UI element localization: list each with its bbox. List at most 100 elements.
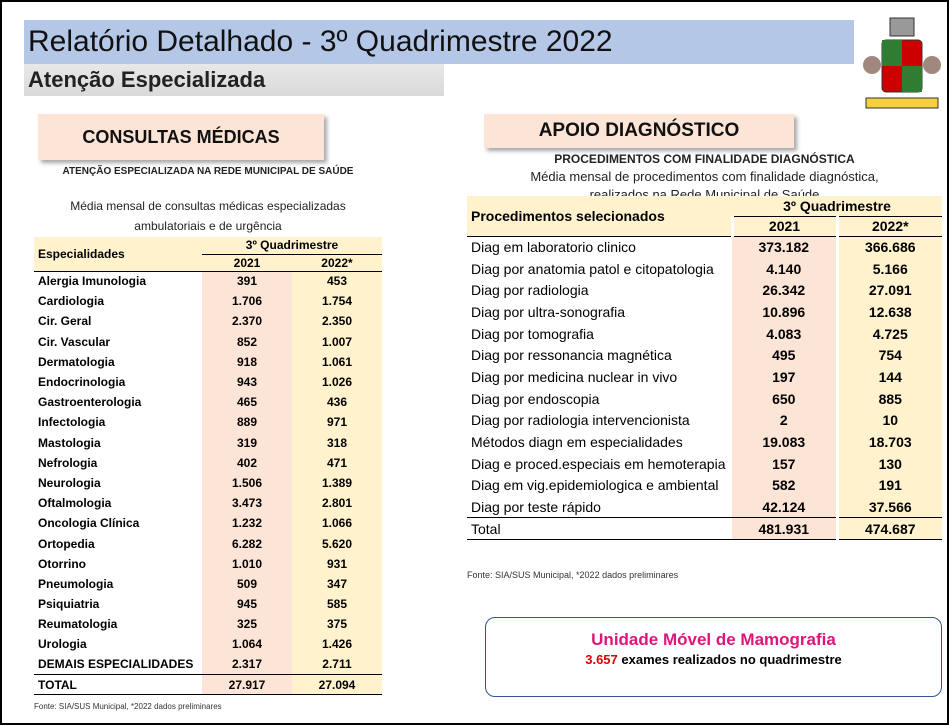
label-cell: Cardiologia [38, 294, 105, 309]
value-cell: 582 [732, 474, 837, 497]
label-cell: Reumatologia [38, 617, 118, 632]
caption: Média mensal de consultas médicas especi… [34, 196, 382, 236]
table-row: Ortopedia 6.282 5.620 [34, 533, 382, 554]
value-cell: 1.064 [202, 634, 292, 655]
table-row: Diag por endoscopia 650 885 [467, 387, 942, 410]
table-row: Diag por radiologia 26.342 27.091 [467, 279, 942, 302]
table-row: Nefrologia 402 471 [34, 452, 382, 473]
table-row: Diag por ressonancia magnética 495 754 [467, 344, 942, 367]
value-cell: 2.350 [291, 311, 382, 332]
value-cell: 436 [291, 392, 382, 413]
label-cell: Psiquiatria [38, 597, 100, 612]
value-cell: 366.686 [835, 236, 942, 258]
label-cell: Infectologia [38, 415, 106, 430]
group-header: 3º Quadrimestre [732, 196, 942, 217]
source: Fonte: SIA/SUS Municipal, *2022 dados pr… [467, 570, 679, 580]
value-cell: 1.026 [291, 371, 382, 393]
label-cell: Alergia Imunologia [38, 274, 147, 289]
title: Relatório Detalhado - 3º Quadrimestre 20… [24, 20, 854, 64]
mammography-box: Unidade Móvel de Mamografia 3.657 exames… [485, 617, 942, 697]
label-cell: Diag em laboratorio clinico [471, 239, 636, 256]
value-cell: 6.282 [202, 533, 292, 554]
table-row: Diag por medicina nuclear in vivo 197 144 [467, 366, 942, 388]
year-header: 2021 [730, 216, 837, 237]
label-cell: Endocrinologia [38, 375, 126, 390]
label-cell: Diag e proced.especiais em hemoterapia [471, 455, 726, 472]
column-header: Procedimentos selecionados [467, 196, 732, 237]
value-cell: 885 [835, 387, 942, 410]
header-row: Especialidades 3º Quadrimestre [34, 237, 382, 272]
value-cell: 1.426 [291, 634, 382, 655]
value-cell: 130 [835, 452, 942, 475]
label-cell: Cir. Geral [38, 314, 92, 329]
table-row: Diag e proced.especiais em hemoterapia 15… [467, 452, 942, 475]
value-cell: 943 [202, 371, 292, 393]
section-heading: PROCEDIMENTOS COM FINALIDADE DIAGNÓSTICA [554, 152, 855, 166]
total-cell: 27.917 [202, 674, 292, 696]
table-row: Diag por anatomia patol e citopatologia 4… [467, 257, 942, 280]
value-cell: 971 [291, 412, 382, 433]
subtitle: Atenção Especializada [24, 64, 444, 96]
value-cell: 931 [291, 553, 382, 574]
coat-of-arms [863, 17, 941, 109]
table-row: Cir. Vascular 852 1.007 [34, 331, 382, 352]
value-cell: 4.725 [835, 322, 942, 345]
year-header: 2022* [291, 254, 382, 272]
label-cell: Otorrino [38, 556, 86, 571]
label-cell: Métodos diagn em especialidades [471, 434, 683, 451]
label-cell: Diag por medicina nuclear in vivo [471, 368, 678, 385]
value-cell: 5.620 [291, 533, 382, 554]
box-title: Unidade Móvel de Mamografia [591, 630, 836, 649]
value-cell: 1.754 [291, 291, 382, 312]
label-cell: Diag por endoscopia [471, 390, 600, 407]
label-cell: Diag por ressonancia magnética [471, 347, 672, 364]
value-cell: 2.711 [291, 654, 382, 675]
label-cell: Nefrologia [38, 455, 98, 470]
table-row: Diag por ultra-sonografia 10.896 12.638 [467, 301, 942, 323]
section-banner: CONSULTAS MÉDICAS [38, 114, 324, 160]
table-row: Pneumologia 509 347 [34, 573, 382, 594]
value-cell: 495 [732, 344, 837, 367]
label-cell: Ortopedia [38, 536, 95, 551]
table-row: Diag em laboratorio clinico 373.182 366.68… [467, 236, 942, 258]
section-banner: APOIO DIAGNÓSTICO [484, 114, 794, 148]
value-cell: 319 [202, 432, 292, 453]
value-cell: 10.896 [732, 301, 837, 323]
section-heading: ATENÇÃO ESPECIALIZADA NA REDE MUNICIPAL … [62, 166, 354, 177]
value-cell: 12.638 [835, 301, 942, 323]
total-cell: Total [467, 517, 732, 541]
value-cell: 889 [202, 412, 292, 433]
value-cell: 2.370 [202, 311, 292, 332]
value-cell: 1.010 [202, 553, 292, 574]
table-row: Gastroenterologia 465 436 [34, 392, 382, 413]
table-row: Reumatologia 325 375 [34, 614, 382, 635]
value-cell: 191 [835, 474, 942, 497]
table: Procedimentos selecionados 3º Quadrimestr… [467, 196, 942, 541]
value-cell: 144 [835, 366, 942, 388]
value-cell: 852 [202, 331, 292, 352]
value-cell: 347 [291, 573, 382, 594]
table-row: Endocrinologia 943 1.026 [34, 371, 382, 393]
label-cell: DEMAIS ESPECIALIDADES [38, 657, 194, 672]
value-cell: 18.703 [835, 431, 942, 453]
value-cell: 2 [732, 409, 837, 432]
total-row: TOTAL 27.917 27.094 [34, 674, 382, 696]
value-cell: 402 [202, 452, 292, 473]
value-cell: 391 [202, 271, 292, 292]
value-cell: 318 [291, 432, 382, 453]
value-cell: 945 [202, 594, 292, 615]
year-header: 2022* [835, 216, 942, 237]
label-cell: Diag por radiologia [471, 282, 589, 299]
table-row: Oftalmologia 3.473 2.801 [34, 493, 382, 514]
label-cell: Diag em vig.epidemiologica e ambiental [471, 477, 719, 494]
value-cell: 1.007 [291, 331, 382, 352]
label-cell: Diag por teste rápido [471, 498, 601, 515]
table-row: Psiquiatria 945 585 [34, 594, 382, 615]
total-cell: 474.687 [835, 517, 942, 541]
label-cell: Mastologia [38, 435, 101, 450]
label-cell: Neurologia [38, 475, 101, 490]
label-cell: Diag por tomografia [471, 325, 594, 342]
table-row: Diag por teste rápido 42.124 37.566 [467, 496, 942, 518]
value-cell: 918 [202, 351, 292, 372]
